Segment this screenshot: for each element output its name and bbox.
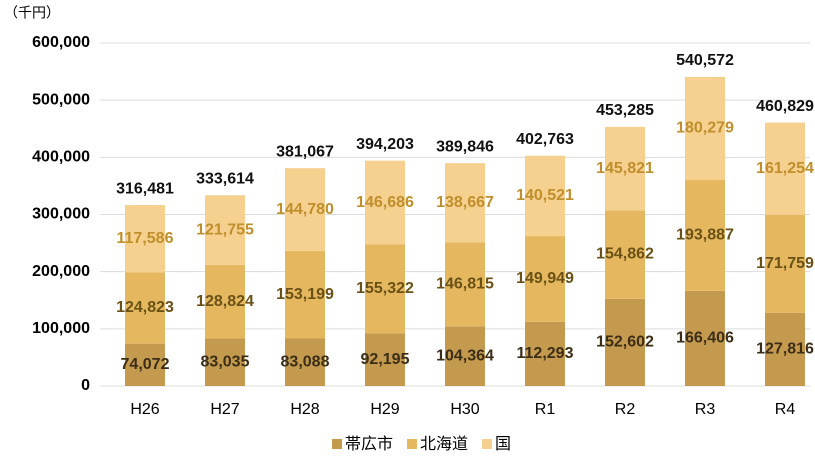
bar-segment bbox=[605, 126, 645, 211]
value-label: 92,195 bbox=[361, 351, 410, 368]
y-tick-label: 100,000 bbox=[32, 320, 90, 337]
bar-segment bbox=[605, 210, 645, 299]
value-label: 144,780 bbox=[276, 201, 334, 218]
value-label: 127,816 bbox=[756, 341, 814, 358]
total-label: 540,572 bbox=[676, 52, 734, 69]
bar-segment bbox=[125, 343, 165, 386]
x-tick-label: H30 bbox=[450, 401, 479, 418]
value-label: 138,667 bbox=[436, 194, 494, 211]
value-label: 128,824 bbox=[196, 293, 254, 310]
value-label: 152,602 bbox=[596, 334, 654, 351]
x-tick-label: H27 bbox=[210, 401, 239, 418]
value-label: 104,364 bbox=[436, 347, 494, 364]
legend-label: 帯広市 bbox=[345, 435, 393, 453]
bar-segment bbox=[285, 250, 325, 339]
bar-segment bbox=[205, 264, 245, 339]
bar-segment bbox=[125, 205, 165, 273]
value-label: 171,759 bbox=[756, 255, 814, 272]
total-label: 394,203 bbox=[356, 136, 414, 153]
bar-segment bbox=[525, 236, 565, 322]
x-tick-label: H26 bbox=[130, 401, 159, 418]
bar-segment bbox=[445, 326, 485, 386]
bar-segment bbox=[525, 155, 565, 237]
value-label: 83,035 bbox=[201, 353, 250, 370]
bar-segment bbox=[685, 76, 725, 181]
bar-segment bbox=[365, 333, 405, 386]
legend-swatch bbox=[407, 439, 418, 449]
x-tick-label: R1 bbox=[535, 401, 556, 418]
value-label: 140,521 bbox=[516, 187, 574, 204]
y-tick-label: 600,000 bbox=[32, 34, 90, 51]
value-label: 180,279 bbox=[676, 120, 734, 137]
legend-swatch bbox=[482, 439, 493, 449]
value-label: 83,088 bbox=[281, 353, 330, 370]
total-label: 402,763 bbox=[516, 131, 574, 148]
x-tick-label: R3 bbox=[695, 401, 716, 418]
value-label: 117,586 bbox=[117, 230, 174, 247]
bar-segment bbox=[445, 163, 485, 243]
unit-label: （千円） bbox=[4, 5, 60, 21]
value-label: 155,322 bbox=[356, 280, 414, 297]
total-label: 389,846 bbox=[436, 138, 494, 155]
total-label: 460,829 bbox=[756, 98, 814, 115]
y-tick-label: 0 bbox=[81, 377, 90, 394]
bar-segment bbox=[205, 338, 245, 386]
y-tick-label: 300,000 bbox=[32, 206, 90, 223]
value-label: 146,815 bbox=[436, 276, 494, 293]
legend-label: 国 bbox=[495, 436, 511, 453]
value-label: 112,293 bbox=[517, 345, 574, 362]
bar-segment bbox=[285, 168, 325, 251]
value-label: 121,755 bbox=[196, 221, 254, 238]
value-label: 124,823 bbox=[116, 299, 174, 316]
total-label: 453,285 bbox=[596, 102, 654, 119]
x-tick-label: H28 bbox=[290, 401, 319, 418]
value-label: 193,887 bbox=[676, 227, 734, 244]
bar-segment bbox=[685, 180, 725, 291]
value-label: 161,254 bbox=[756, 160, 814, 177]
value-label: 145,821 bbox=[596, 160, 654, 177]
bar-segment bbox=[605, 298, 645, 386]
value-label: 149,949 bbox=[516, 270, 574, 287]
legend-label: 北海道 bbox=[420, 435, 468, 453]
bar-segment bbox=[765, 312, 805, 386]
bar-segment bbox=[365, 244, 405, 334]
y-tick-label: 400,000 bbox=[32, 149, 90, 166]
x-tick-label: H29 bbox=[370, 401, 399, 418]
value-label: 153,199 bbox=[276, 286, 334, 303]
total-label: 381,067 bbox=[276, 143, 334, 160]
y-tick-label: 500,000 bbox=[32, 91, 90, 108]
x-tick-label: R4 bbox=[775, 401, 796, 418]
bar-segment bbox=[765, 214, 805, 313]
value-label: 154,862 bbox=[596, 246, 654, 263]
bar-segment bbox=[285, 338, 325, 386]
bar-segment bbox=[525, 321, 565, 386]
value-label: 74,072 bbox=[121, 356, 170, 373]
bar-segment bbox=[205, 195, 245, 265]
bar-segment bbox=[445, 242, 485, 327]
value-label: 146,686 bbox=[356, 194, 414, 211]
value-label: 166,406 bbox=[676, 330, 734, 347]
bar-segment bbox=[685, 290, 725, 386]
total-label: 316,481 bbox=[116, 180, 174, 197]
bar-segment bbox=[365, 160, 405, 245]
bar-segment bbox=[125, 272, 165, 344]
total-label: 333,614 bbox=[196, 171, 254, 188]
x-tick-label: R2 bbox=[615, 401, 636, 418]
bar-segment bbox=[765, 122, 805, 215]
legend-swatch bbox=[332, 439, 342, 449]
y-tick-label: 200,000 bbox=[32, 263, 90, 280]
